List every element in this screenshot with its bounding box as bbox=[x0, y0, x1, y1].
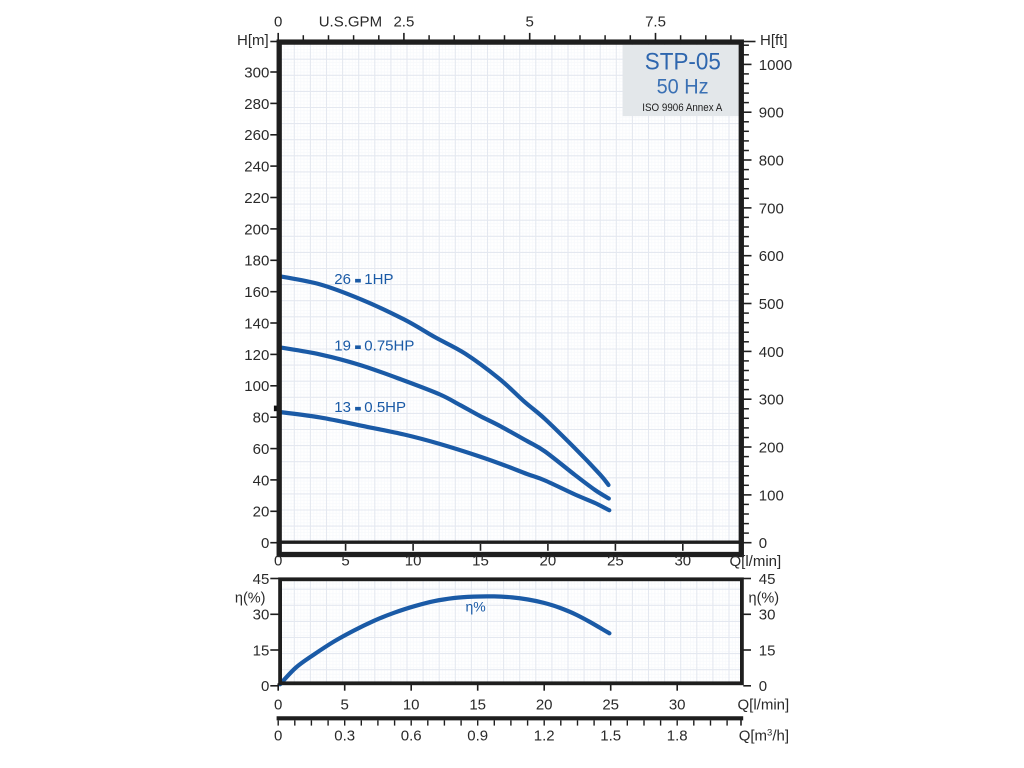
svg-text:15: 15 bbox=[472, 552, 489, 569]
svg-text:15: 15 bbox=[469, 696, 486, 713]
svg-text:0.6: 0.6 bbox=[401, 727, 422, 744]
svg-text:800: 800 bbox=[759, 152, 784, 169]
svg-text:160: 160 bbox=[244, 284, 269, 301]
svg-text:0: 0 bbox=[274, 727, 282, 744]
svg-text:30: 30 bbox=[253, 607, 270, 624]
svg-text:0.3: 0.3 bbox=[334, 727, 355, 744]
svg-text:280: 280 bbox=[244, 96, 269, 113]
svg-text:240: 240 bbox=[244, 159, 269, 176]
svg-text:180: 180 bbox=[244, 253, 269, 270]
svg-text:ISO 9906 Annex A: ISO 9906 Annex A bbox=[642, 102, 722, 114]
svg-text:120: 120 bbox=[244, 347, 269, 364]
svg-text:Q[m3/h]: Q[m3/h] bbox=[739, 727, 789, 744]
svg-text:0: 0 bbox=[274, 14, 282, 31]
svg-text:700: 700 bbox=[759, 200, 784, 217]
svg-text:0: 0 bbox=[759, 678, 767, 695]
svg-text:30: 30 bbox=[674, 552, 691, 569]
svg-text:100: 100 bbox=[244, 378, 269, 395]
svg-text:5: 5 bbox=[341, 696, 349, 713]
svg-text:50 Hz: 50 Hz bbox=[657, 76, 709, 99]
svg-text:25: 25 bbox=[602, 696, 619, 713]
svg-text:1.8: 1.8 bbox=[667, 727, 688, 744]
svg-text:2.5: 2.5 bbox=[393, 14, 414, 31]
svg-text:0: 0 bbox=[261, 678, 269, 695]
svg-text:Q[l/min]: Q[l/min] bbox=[730, 553, 782, 570]
svg-text:45: 45 bbox=[759, 571, 776, 588]
svg-text:10: 10 bbox=[403, 696, 420, 713]
svg-text:1000: 1000 bbox=[759, 57, 792, 74]
svg-text:26 - 1HP: 26 - 1HP bbox=[334, 271, 393, 288]
svg-text:300: 300 bbox=[244, 64, 269, 81]
svg-text:0: 0 bbox=[759, 535, 767, 552]
svg-text:5: 5 bbox=[341, 552, 349, 569]
svg-text:15: 15 bbox=[253, 642, 270, 659]
svg-text:45: 45 bbox=[253, 571, 270, 588]
svg-text:15: 15 bbox=[759, 642, 776, 659]
svg-text:140: 140 bbox=[244, 315, 269, 332]
svg-text:0: 0 bbox=[274, 696, 282, 713]
svg-text:20: 20 bbox=[536, 696, 553, 713]
svg-text:0: 0 bbox=[274, 552, 282, 569]
svg-text:13 - 0.5HP: 13 - 0.5HP bbox=[334, 399, 406, 416]
svg-text:200: 200 bbox=[244, 221, 269, 238]
svg-text:30: 30 bbox=[759, 607, 776, 624]
svg-text:25: 25 bbox=[607, 552, 624, 569]
svg-text:0.9: 0.9 bbox=[467, 727, 488, 744]
svg-text:600: 600 bbox=[759, 248, 784, 265]
svg-text:η(%): η(%) bbox=[235, 591, 266, 607]
svg-text:60: 60 bbox=[253, 441, 270, 458]
svg-text:7.5: 7.5 bbox=[645, 14, 666, 31]
svg-text:1.5: 1.5 bbox=[600, 727, 621, 744]
svg-text:20: 20 bbox=[540, 552, 557, 569]
svg-text:0: 0 bbox=[261, 535, 269, 552]
svg-text:200: 200 bbox=[759, 439, 784, 456]
svg-text:100: 100 bbox=[759, 487, 784, 504]
svg-text:30: 30 bbox=[669, 696, 686, 713]
svg-text:20: 20 bbox=[253, 504, 270, 521]
svg-text:Q[l/min]: Q[l/min] bbox=[738, 696, 790, 713]
svg-text:η(%): η(%) bbox=[749, 591, 780, 607]
svg-text:260: 260 bbox=[244, 127, 269, 144]
svg-text:STP-05: STP-05 bbox=[645, 49, 721, 76]
svg-text:H[m]: H[m] bbox=[237, 32, 269, 49]
svg-text:80: 80 bbox=[253, 410, 270, 427]
svg-text:500: 500 bbox=[759, 296, 784, 313]
svg-text:10: 10 bbox=[405, 552, 422, 569]
svg-text:H[ft]: H[ft] bbox=[760, 32, 788, 49]
svg-text:5: 5 bbox=[526, 14, 534, 31]
svg-text:19 - 0.75HP: 19 - 0.75HP bbox=[334, 337, 414, 354]
svg-text:220: 220 bbox=[244, 190, 269, 207]
svg-text:1.2: 1.2 bbox=[534, 727, 555, 744]
svg-text:η%: η% bbox=[466, 599, 486, 615]
svg-text:300: 300 bbox=[759, 392, 784, 409]
svg-text:U.S.GPM: U.S.GPM bbox=[319, 14, 382, 31]
svg-text:40: 40 bbox=[253, 472, 270, 489]
svg-text:400: 400 bbox=[759, 344, 784, 361]
svg-text:900: 900 bbox=[759, 105, 784, 122]
